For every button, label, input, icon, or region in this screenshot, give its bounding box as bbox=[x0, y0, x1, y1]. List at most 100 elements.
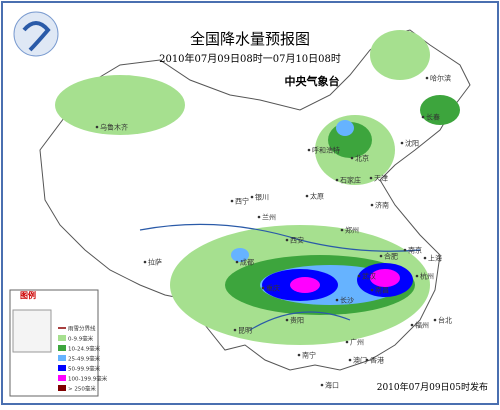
inset-map bbox=[12, 309, 52, 353]
city-dot bbox=[233, 328, 237, 332]
city-dot bbox=[379, 254, 383, 258]
city-dot bbox=[423, 256, 427, 260]
city-label: 拉萨 bbox=[148, 258, 162, 267]
logo bbox=[13, 11, 59, 57]
city-label: 福州 bbox=[415, 321, 429, 330]
city-label: 杭州 bbox=[420, 272, 434, 281]
city-label: 石家庄 bbox=[340, 176, 361, 185]
legend-swatch bbox=[58, 375, 66, 381]
legend-label: 0-9.9毫米 bbox=[68, 335, 94, 343]
rain-area bbox=[290, 277, 320, 293]
footer: 2010年07月09日05时发布 bbox=[377, 381, 488, 393]
city-dot bbox=[421, 115, 425, 119]
city-label: 成都 bbox=[240, 258, 254, 267]
rain-area bbox=[420, 95, 460, 125]
city-label: 南京 bbox=[408, 246, 422, 255]
city-label: 合肥 bbox=[384, 252, 398, 261]
city-label: 武汉 bbox=[362, 272, 376, 281]
city-label: 太原 bbox=[310, 192, 324, 201]
city-dot bbox=[348, 358, 352, 362]
city-label: 贵阳 bbox=[290, 316, 304, 325]
legend-label: 10-24.9毫米 bbox=[68, 345, 101, 353]
city-dot bbox=[257, 215, 261, 219]
precip-areas bbox=[55, 30, 460, 345]
legend-swatch bbox=[58, 365, 66, 371]
river bbox=[139, 223, 421, 331]
rain-area bbox=[370, 30, 430, 80]
city-dot bbox=[415, 274, 419, 278]
legend-swatch bbox=[58, 355, 66, 361]
city-dot bbox=[335, 178, 339, 182]
city-dot bbox=[335, 298, 339, 302]
city-label: 乌鲁木齐 bbox=[100, 123, 128, 132]
city-label: 长春 bbox=[426, 113, 440, 122]
legend-swatch bbox=[58, 385, 66, 391]
city-dot bbox=[370, 203, 374, 207]
map-issuer: 中央气象台 bbox=[285, 74, 340, 88]
rain-area bbox=[336, 120, 354, 136]
legend-swatch bbox=[58, 335, 66, 341]
city-dot bbox=[297, 353, 301, 357]
rain-area bbox=[370, 269, 400, 287]
city-label: 昆明 bbox=[238, 327, 252, 335]
city-dot bbox=[345, 340, 349, 344]
city-dot bbox=[433, 318, 437, 322]
city-label: 银川 bbox=[255, 193, 269, 202]
legend: 雨雪分界线 0-9.9毫米 10-24.9毫米 25-49.9毫米 50-99.9毫米 1… bbox=[58, 325, 108, 393]
legend-swatch bbox=[58, 345, 66, 351]
city-dot bbox=[250, 195, 254, 199]
map-title: 全国降水量预报图 bbox=[190, 30, 310, 48]
city-label: 哈尔滨 bbox=[430, 74, 451, 83]
city-label: 郑州 bbox=[345, 227, 359, 235]
city-label: 北京 bbox=[355, 154, 369, 163]
city-dot bbox=[261, 286, 265, 290]
map-period: 2010年07月09日08时一07月10日08时 bbox=[159, 52, 341, 65]
city-label: 南昌 bbox=[375, 286, 389, 295]
city-dot bbox=[230, 199, 234, 203]
logo-mark bbox=[22, 21, 51, 52]
city-label: 呼和浩特 bbox=[312, 146, 340, 155]
city-label: 重庆 bbox=[266, 284, 280, 293]
city-label: 台北 bbox=[438, 316, 452, 325]
legend-label: 雨雪分界线 bbox=[68, 325, 96, 333]
city-dot bbox=[285, 318, 289, 322]
city-dot bbox=[370, 288, 374, 292]
city-label: 西安 bbox=[290, 236, 304, 245]
city-dot bbox=[95, 125, 99, 129]
city-label: 兰州 bbox=[262, 213, 276, 222]
city-dot bbox=[350, 156, 354, 160]
legend-title: 图例 bbox=[20, 290, 36, 300]
city-label: 南宁 bbox=[302, 351, 316, 360]
city-dot bbox=[410, 323, 414, 327]
city-dot bbox=[143, 260, 147, 264]
city-label: 澳门 bbox=[353, 356, 367, 365]
city-label: 西宁 bbox=[235, 197, 249, 206]
city-label: 香港 bbox=[370, 356, 384, 365]
city-label: 沈阳 bbox=[405, 139, 419, 148]
city-dot bbox=[365, 358, 369, 362]
city-label: 广州 bbox=[350, 338, 364, 347]
legend-label: > 250毫米 bbox=[68, 385, 96, 393]
legend-label: 100-199.9毫米 bbox=[68, 375, 108, 383]
city-dot bbox=[235, 260, 239, 264]
city-label: 济南 bbox=[375, 201, 389, 210]
city-dot bbox=[400, 141, 404, 145]
city-label: 上海 bbox=[428, 254, 442, 263]
city-label: 天津 bbox=[374, 175, 388, 183]
city-dot bbox=[369, 176, 373, 180]
city-label: 海口 bbox=[325, 381, 339, 390]
city-dot bbox=[305, 194, 309, 198]
city-dot bbox=[357, 274, 361, 278]
city-dot bbox=[425, 76, 429, 80]
city-label: 长沙 bbox=[340, 296, 354, 305]
rain-area bbox=[231, 248, 249, 262]
legend-label: 25-49.9毫米 bbox=[68, 355, 101, 363]
city-dot bbox=[285, 238, 289, 242]
city-dot bbox=[340, 228, 344, 232]
city-dot bbox=[403, 248, 407, 252]
legend-label: 50-99.9毫米 bbox=[68, 365, 101, 373]
city-dot bbox=[320, 383, 324, 387]
